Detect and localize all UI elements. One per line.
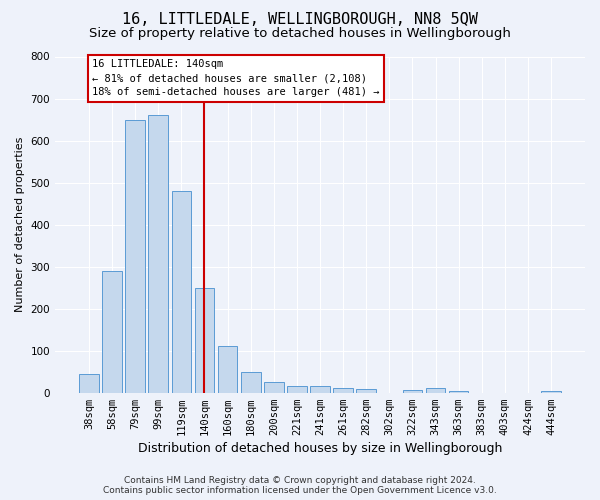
Bar <box>403 390 422 392</box>
Y-axis label: Number of detached properties: Number of detached properties <box>15 137 25 312</box>
Text: Contains HM Land Registry data © Crown copyright and database right 2024.
Contai: Contains HM Land Registry data © Crown c… <box>103 476 497 495</box>
Bar <box>172 191 191 392</box>
Text: 16 LITTLEDALE: 140sqm
← 81% of detached houses are smaller (2,108)
18% of semi-d: 16 LITTLEDALE: 140sqm ← 81% of detached … <box>92 60 380 98</box>
Bar <box>541 390 561 392</box>
Bar <box>449 390 469 392</box>
X-axis label: Distribution of detached houses by size in Wellingborough: Distribution of detached houses by size … <box>138 442 502 455</box>
Bar <box>148 116 168 392</box>
Bar <box>310 386 330 392</box>
Bar <box>334 388 353 392</box>
Text: Size of property relative to detached houses in Wellingborough: Size of property relative to detached ho… <box>89 28 511 40</box>
Bar <box>194 288 214 393</box>
Bar <box>287 386 307 392</box>
Text: 16, LITTLEDALE, WELLINGBOROUGH, NN8 5QW: 16, LITTLEDALE, WELLINGBOROUGH, NN8 5QW <box>122 12 478 28</box>
Bar <box>426 388 445 392</box>
Bar <box>356 390 376 392</box>
Bar <box>264 382 284 392</box>
Bar <box>241 372 260 392</box>
Bar <box>125 120 145 392</box>
Bar <box>79 374 99 392</box>
Bar <box>218 346 238 393</box>
Bar <box>102 271 122 392</box>
